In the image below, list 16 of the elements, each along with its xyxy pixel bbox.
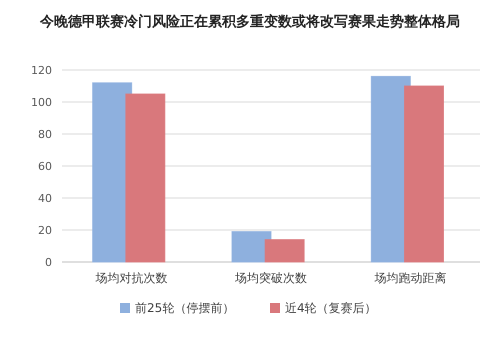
legend-label: 前25轮（停摆前）: [135, 301, 234, 315]
y-tick-label: 80: [38, 128, 52, 141]
bar: [264, 239, 305, 262]
y-tick-label: 0: [45, 256, 52, 269]
bar: [125, 94, 166, 262]
y-tick-label: 60: [38, 160, 52, 173]
x-tick-label: 场均跑动距离: [373, 271, 446, 285]
x-tick-label: 场均突破次数: [234, 271, 307, 285]
y-tick-label: 100: [31, 96, 52, 109]
x-tick-label: 场均对抗次数: [94, 271, 168, 285]
bar: [404, 86, 444, 262]
legend-label: 近4轮（复赛后）: [285, 301, 377, 315]
y-tick-label: 40: [38, 192, 52, 205]
chart-title: 今晚德甲联赛冷门风险正在累积多重变数或将改写赛果走势整体格局: [39, 13, 460, 30]
y-tick-label: 20: [38, 224, 52, 237]
y-tick-label: 120: [31, 64, 52, 77]
